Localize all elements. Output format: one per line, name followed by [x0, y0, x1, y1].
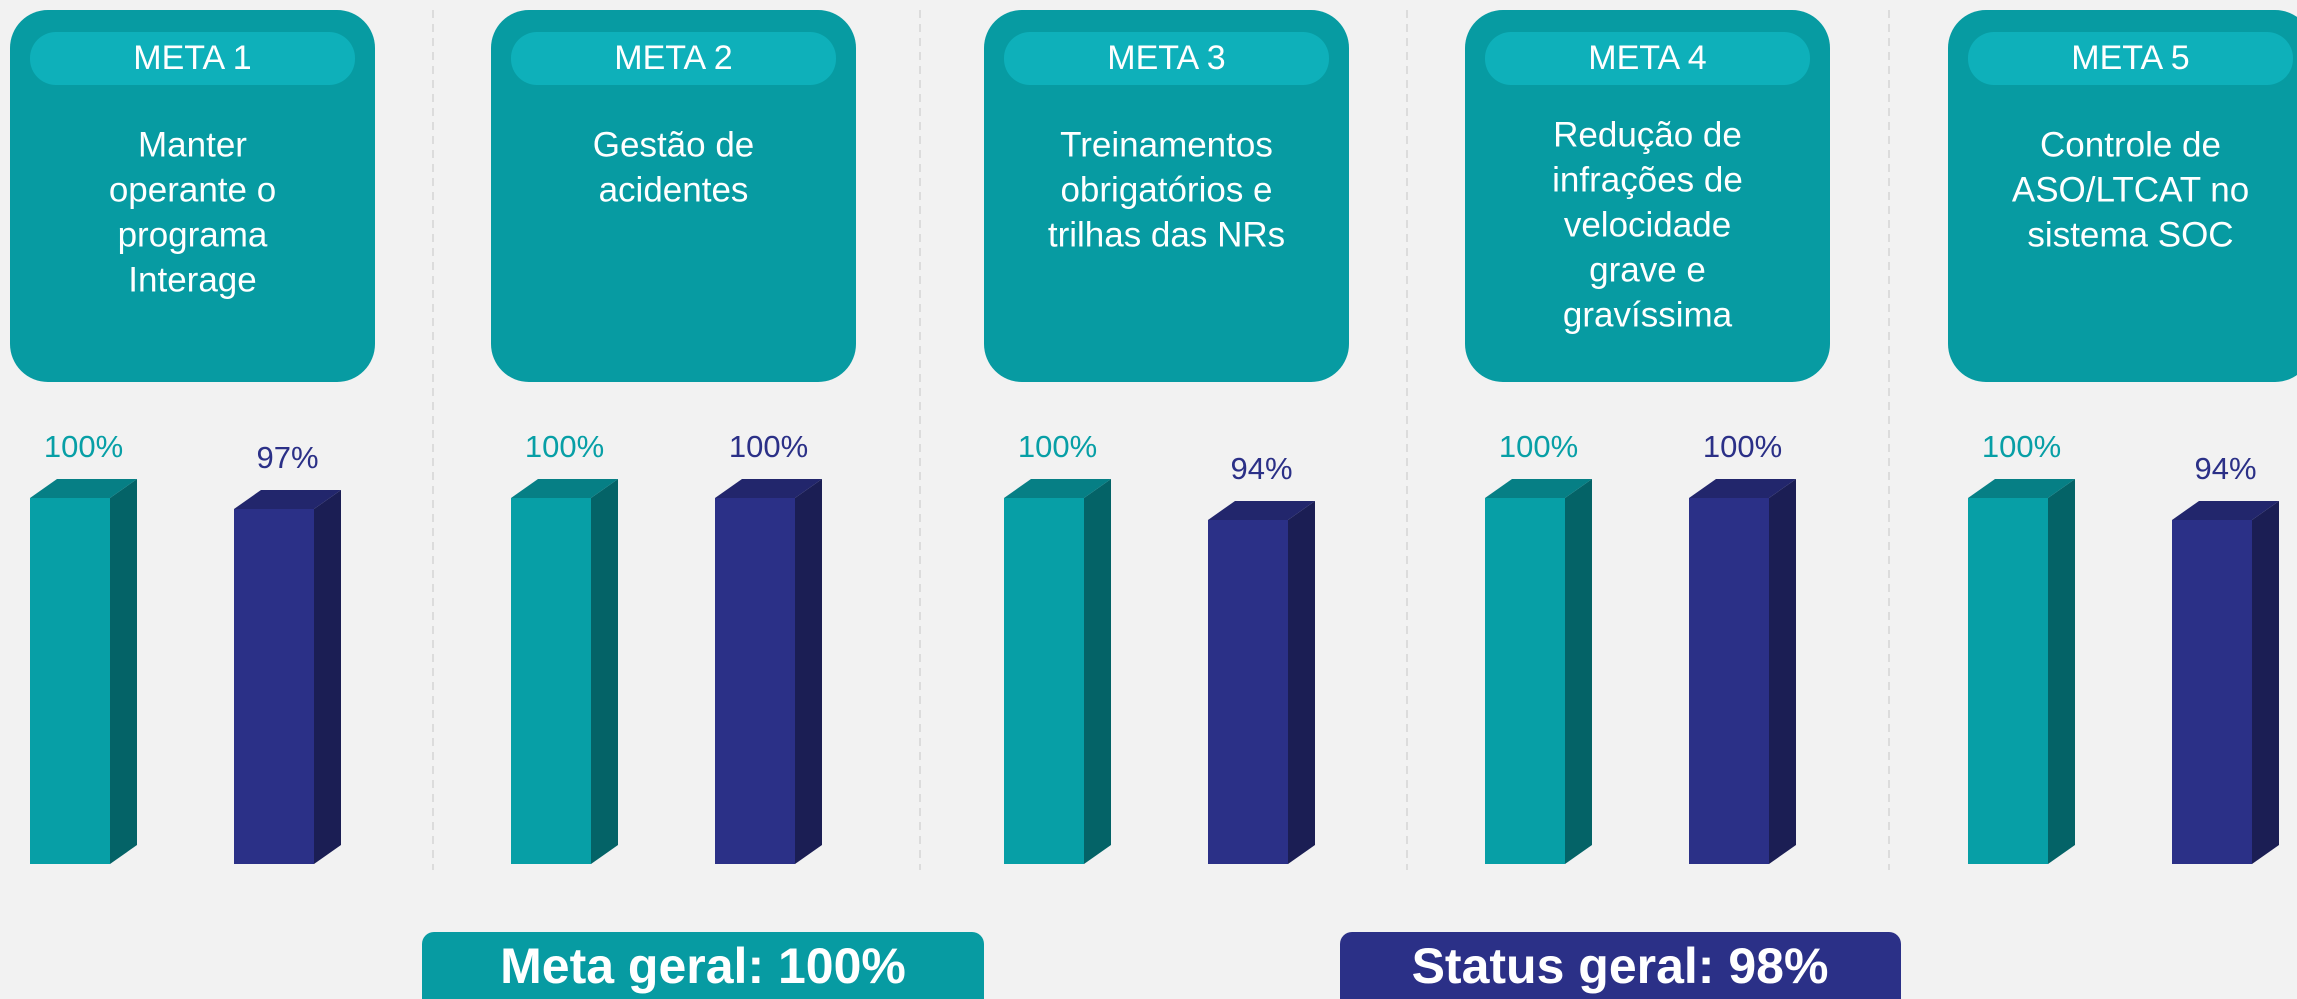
bar-front [1485, 498, 1565, 864]
card [984, 10, 1349, 382]
value-label: 94% [2194, 451, 2256, 486]
bar-front [30, 498, 110, 864]
bar [1689, 479, 1796, 864]
status-box [1340, 932, 1901, 999]
bar-top [1689, 479, 1796, 498]
bar-side [1769, 479, 1796, 864]
card-title-pill [1004, 32, 1329, 85]
goal-text: Meta geral: 100% [500, 938, 906, 994]
bar-top [1004, 479, 1111, 498]
card-description: gravíssima [1563, 295, 1733, 334]
bar-top [1968, 479, 2075, 498]
card-description: Manter [138, 125, 247, 164]
card-title: META 3 [1107, 39, 1225, 77]
value-label: 97% [256, 440, 318, 475]
card-description: acidentes [599, 170, 749, 209]
bar-front [715, 498, 795, 864]
bar-front [511, 498, 591, 864]
card-description: ASO/LTCAT no [2012, 170, 2249, 209]
card [491, 10, 856, 382]
bar-front [234, 508, 314, 864]
card-title-pill [511, 32, 836, 85]
card-description: Treinamentos [1060, 125, 1273, 164]
card-description: infrações de [1552, 160, 1743, 199]
value-label: 100% [1499, 429, 1578, 464]
value-label: 100% [1982, 429, 2061, 464]
bar [1485, 479, 1592, 864]
bar [234, 489, 341, 864]
card-title: META 4 [1588, 39, 1706, 77]
card-description: sistema SOC [2027, 215, 2233, 254]
card-title-pill [30, 32, 355, 85]
bar-side [795, 479, 822, 864]
value-label: 100% [729, 429, 808, 464]
bar [1208, 500, 1315, 864]
card-description: Redução de [1553, 115, 1742, 154]
bar-front [1208, 519, 1288, 864]
card-description: Controle de [2040, 125, 2221, 164]
bar-side [1084, 479, 1111, 864]
bar-top [2172, 500, 2279, 520]
card-description: velocidade [1564, 205, 1731, 244]
bar [2172, 500, 2279, 864]
card-description: programa [118, 215, 268, 254]
card [1465, 10, 1830, 382]
goal-box [422, 932, 984, 999]
bar-side [2252, 500, 2279, 864]
card-description: obrigatórios e [1060, 170, 1272, 209]
bar-front [2172, 519, 2252, 864]
bar-side [591, 479, 618, 864]
value-label: 100% [1703, 429, 1782, 464]
card-description: grave e [1589, 250, 1706, 289]
bar [715, 479, 822, 864]
bar-side [314, 489, 341, 864]
bar-side [110, 479, 137, 864]
card-title: META 1 [133, 39, 251, 77]
value-label: 100% [1018, 429, 1097, 464]
card-description: operante o [109, 170, 276, 209]
card [1948, 10, 2297, 382]
card-title-pill [1968, 32, 2293, 85]
card-title: META 2 [614, 39, 732, 77]
value-label: 100% [525, 429, 604, 464]
bar-top [1485, 479, 1592, 498]
bar [1968, 479, 2075, 864]
value-label: 100% [44, 429, 123, 464]
bar-top [30, 479, 137, 498]
bar-side [2048, 479, 2075, 864]
bar [1004, 479, 1111, 864]
card-title: META 5 [2071, 39, 2189, 77]
bar-top [715, 479, 822, 498]
bar-top [511, 479, 618, 498]
bar [30, 479, 137, 864]
card [10, 10, 375, 382]
bar [511, 479, 618, 864]
card-description: trilhas das NRs [1048, 215, 1285, 254]
bar-front [1968, 498, 2048, 864]
card-description: Interage [128, 260, 256, 299]
bar-side [1565, 479, 1592, 864]
value-label: 94% [1230, 451, 1292, 486]
bar-top [1208, 500, 1315, 520]
bar-front [1004, 498, 1084, 864]
bar-front [1689, 498, 1769, 864]
bar-top [234, 489, 341, 509]
bar-side [1288, 500, 1315, 864]
card-title-pill [1485, 32, 1810, 85]
card-description: Gestão de [593, 125, 755, 164]
status-text: Status geral: 98% [1412, 938, 1829, 994]
